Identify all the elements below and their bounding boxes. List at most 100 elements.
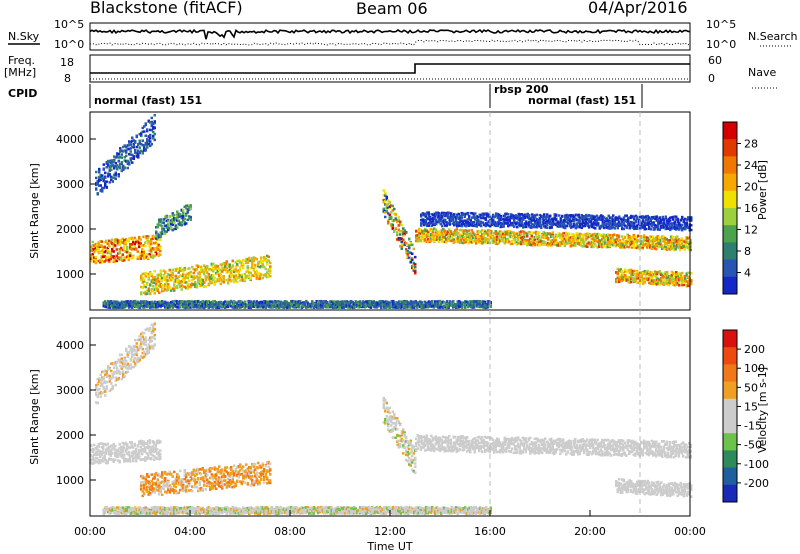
- heatmap-cell: [480, 224, 483, 228]
- heatmap-cell: [547, 244, 550, 248]
- heatmap-cell: [143, 130, 146, 133]
- heatmap-cell: [215, 267, 218, 270]
- heatmap-cell: [151, 237, 154, 240]
- heatmap-cell: [487, 215, 490, 219]
- heatmap-cell: [114, 240, 117, 243]
- heatmap-cell: [167, 283, 170, 286]
- heatmap-cell: [520, 230, 523, 233]
- heatmap-cell: [452, 238, 455, 241]
- heatmap-cell: [499, 214, 502, 218]
- heatmap-cell: [467, 235, 470, 239]
- heatmap-cell: [658, 220, 661, 223]
- heatmap-cell: [565, 224, 568, 228]
- heatmap-cell: [655, 278, 658, 281]
- heatmap-cell: [108, 181, 111, 184]
- heatmap-cell: [482, 232, 485, 235]
- heatmap-cell: [637, 234, 640, 238]
- heatmap-cell: [646, 217, 649, 221]
- heatmap-cell: [186, 276, 189, 280]
- heatmap-cell: [581, 238, 584, 241]
- heatmap-cell: [147, 301, 150, 305]
- heatmap-cell: [135, 301, 138, 304]
- heatmap-cell: [458, 235, 461, 239]
- heatmap-cell: [654, 274, 657, 277]
- heatmap-cell: [207, 275, 210, 278]
- heatmap-cell: [453, 221, 456, 224]
- heatmap-cell: [592, 226, 595, 229]
- heatmap-cell: [502, 214, 505, 218]
- heatmap-cell: [200, 281, 203, 285]
- heatmap-cell: [636, 225, 639, 228]
- heatmap-cell: [651, 224, 654, 228]
- heatmap-cell: [194, 300, 197, 304]
- cpid-segment-2: rbsp 200: [494, 83, 549, 96]
- heatmap-cell: [658, 216, 661, 220]
- heatmap-cell: [180, 269, 183, 273]
- heatmap-cell: [124, 256, 127, 259]
- heatmap-cell: [108, 169, 111, 173]
- heatmap-cell: [670, 245, 673, 248]
- heatmap-cell: [613, 219, 616, 223]
- heatmap-cell: [95, 188, 98, 191]
- heatmap-cell: [561, 214, 564, 218]
- heatmap-cell: [466, 239, 469, 242]
- heatmap-cell: [388, 201, 391, 204]
- heatmap-cell: [640, 242, 643, 246]
- heatmap-cell: [633, 269, 636, 273]
- heatmap-cell: [664, 272, 667, 276]
- heatmap-cell: [496, 231, 499, 235]
- heatmap-cell: [416, 233, 419, 237]
- heatmap-cell: [248, 256, 251, 260]
- heatmap-cell: [177, 222, 180, 226]
- heatmap-cell: [523, 239, 526, 242]
- heatmap-cell: [432, 216, 435, 220]
- heatmap-cell: [559, 240, 562, 244]
- heatmap-cell: [450, 219, 453, 222]
- heatmap-cell: [140, 142, 143, 146]
- heatmap-cell: [188, 272, 191, 276]
- heatmap-cell: [646, 236, 649, 239]
- heatmap-cell: [490, 218, 493, 222]
- heatmap-cell: [651, 216, 654, 219]
- heatmap-cell: [153, 241, 156, 245]
- heatmap-cell: [601, 218, 604, 221]
- heatmap-cell: [504, 218, 507, 222]
- heatmap-cell: [519, 213, 522, 216]
- heatmap-cell: [564, 226, 567, 230]
- heatmap-cell: [506, 239, 509, 243]
- heatmap-cell: [240, 273, 243, 277]
- heatmap-cell: [575, 241, 578, 245]
- heatmap-cell: [492, 219, 495, 222]
- heatmap-cell: [542, 230, 545, 234]
- heatmap-cell: [121, 259, 124, 263]
- heatmap-cell: [533, 243, 536, 247]
- heatmap-cell: [433, 212, 436, 216]
- heatmap-cell: [128, 303, 131, 307]
- heatmap-cell: [550, 233, 553, 236]
- heatmap-cell: [665, 241, 668, 245]
- heatmap-cell: [188, 300, 191, 303]
- heatmap-cell: [105, 186, 108, 189]
- heatmap-cell: [114, 173, 117, 176]
- heatmap-cell: [672, 222, 675, 225]
- heatmap-cell: [667, 217, 670, 221]
- heatmap-cell: [662, 237, 665, 240]
- heatmap-cell: [559, 222, 562, 226]
- heatmap-cell: [540, 224, 543, 227]
- heatmap-cell: [444, 224, 447, 227]
- heatmap-cell: [658, 283, 661, 286]
- heatmap-cell: [409, 261, 412, 264]
- heatmap-cell: [121, 237, 124, 241]
- heatmap-cell: [149, 303, 152, 307]
- heatmap-cell: [628, 226, 631, 230]
- heatmap-cell: [248, 275, 251, 279]
- heatmap-cell: [168, 227, 171, 230]
- heatmap-cell: [608, 240, 611, 244]
- heatmap-cell: [682, 281, 685, 284]
- heatmap-cell: [619, 268, 622, 271]
- heatmap-cell: [564, 224, 567, 227]
- station-title: Blackstone (fitACF): [90, 0, 243, 17]
- heatmap-cell: [504, 215, 507, 218]
- heatmap-cell: [627, 217, 630, 221]
- heatmap-cell: [552, 217, 555, 221]
